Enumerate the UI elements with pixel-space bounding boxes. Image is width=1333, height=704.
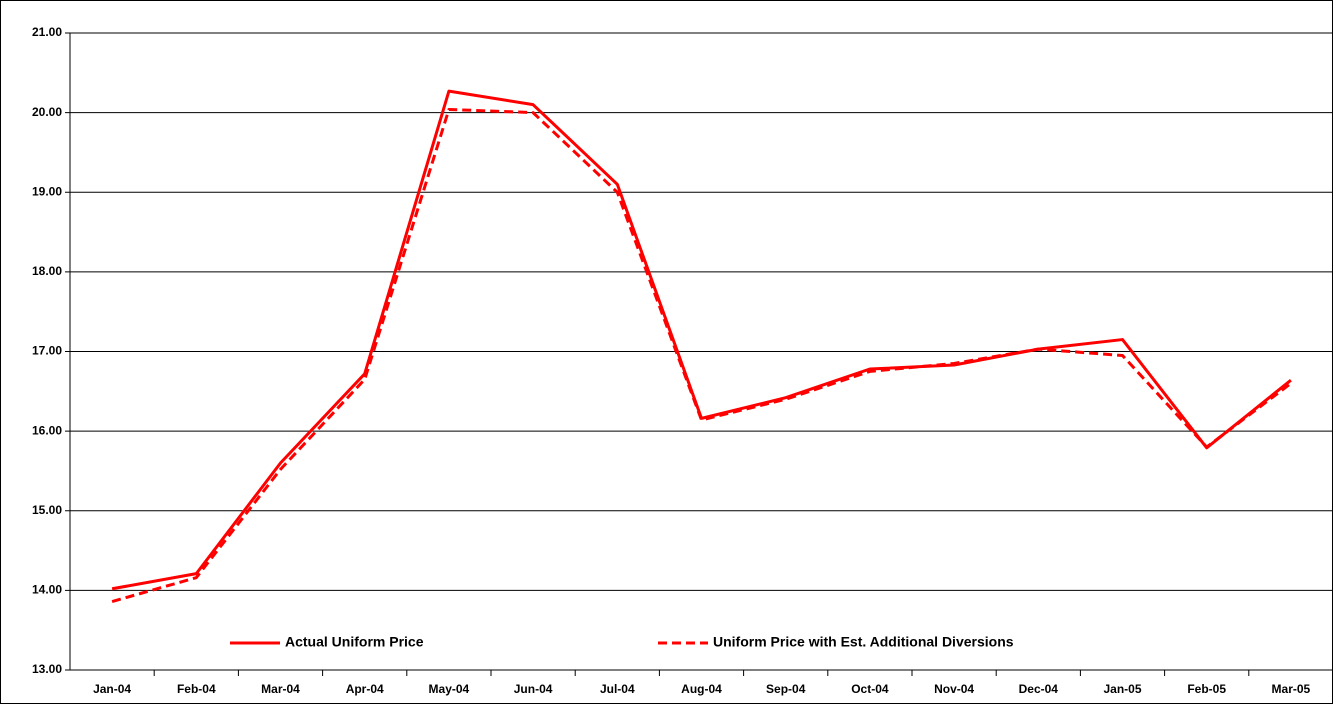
y-tick-label: 17.00 bbox=[32, 344, 62, 358]
legend-label: Uniform Price with Est. Additional Diver… bbox=[713, 634, 1014, 650]
x-tick-label: Mar-05 bbox=[1272, 682, 1311, 696]
x-tick-label: Jul-04 bbox=[600, 682, 635, 696]
y-tick-label: 13.00 bbox=[32, 662, 62, 676]
x-tick-label: Jan-04 bbox=[93, 682, 131, 696]
y-tick-label: 19.00 bbox=[32, 184, 62, 198]
x-tick-label: Feb-04 bbox=[177, 682, 216, 696]
x-tick-label: May-04 bbox=[429, 682, 470, 696]
x-tick-label: Jan-05 bbox=[1103, 682, 1141, 696]
legend-label: Actual Uniform Price bbox=[285, 634, 424, 650]
y-tick-label: 15.00 bbox=[32, 503, 62, 517]
y-tick-label: 18.00 bbox=[32, 264, 62, 278]
x-tick-label: Mar-04 bbox=[261, 682, 300, 696]
x-tick-label: Jun-04 bbox=[514, 682, 553, 696]
y-tick-label: 21.00 bbox=[32, 25, 62, 39]
x-tick-label: Nov-04 bbox=[934, 682, 974, 696]
x-tick-label: Apr-04 bbox=[346, 682, 384, 696]
x-tick-label: Sep-04 bbox=[766, 682, 806, 696]
x-tick-label: Feb-05 bbox=[1187, 682, 1226, 696]
x-tick-label: Aug-04 bbox=[681, 682, 722, 696]
x-tick-label: Dec-04 bbox=[1019, 682, 1059, 696]
series-line bbox=[111, 107, 1292, 603]
x-tick-label: Oct-04 bbox=[851, 682, 889, 696]
y-tick-label: 16.00 bbox=[32, 423, 62, 437]
y-tick-label: 20.00 bbox=[32, 105, 62, 119]
y-tick-label: 14.00 bbox=[32, 583, 62, 597]
